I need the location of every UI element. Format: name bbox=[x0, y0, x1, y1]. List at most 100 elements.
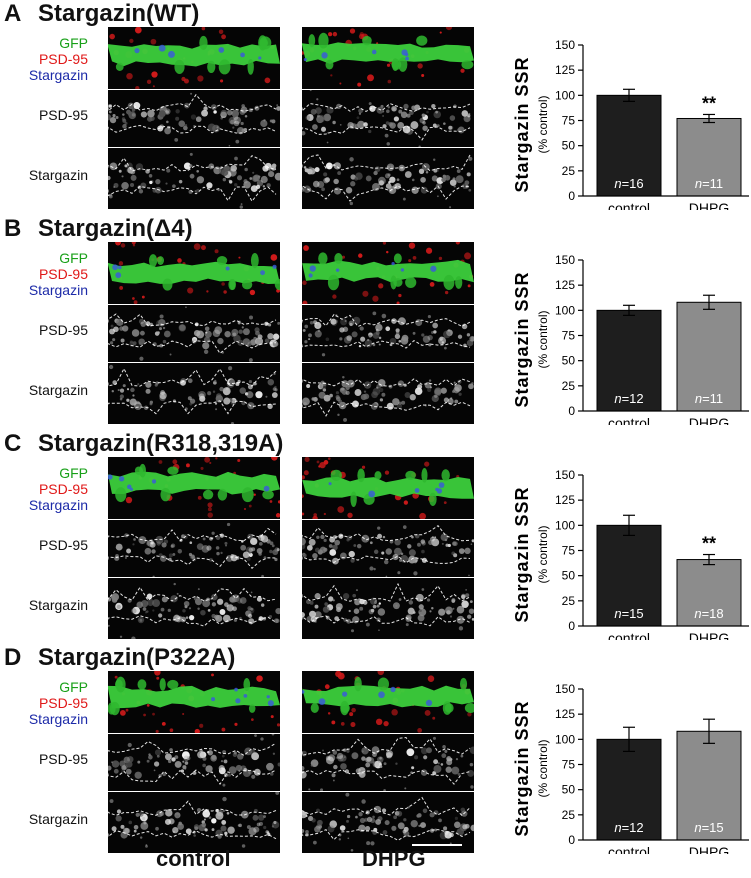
dhpg-stg-micrograph bbox=[302, 578, 474, 639]
psd95-row-label: PSD-95 bbox=[38, 537, 88, 553]
control-psd-micrograph bbox=[108, 520, 280, 577]
gfp-label: GFP bbox=[59, 35, 88, 51]
panel-title: Stargazin(Δ4) bbox=[38, 215, 193, 242]
control-merge-micrograph bbox=[108, 242, 280, 304]
n-label: n=11 bbox=[695, 176, 723, 191]
category-label: DHPG bbox=[689, 844, 729, 854]
category-label: DHPG bbox=[689, 415, 729, 425]
y-tick-label: 125 bbox=[555, 707, 575, 721]
bar-control bbox=[596, 738, 662, 841]
panel-title: Stargazin(P322A) bbox=[38, 644, 236, 671]
psd95-label: PSD-95 bbox=[38, 481, 88, 497]
category-label: control bbox=[608, 200, 650, 210]
panel-letter: D bbox=[4, 644, 22, 671]
stargazin-label: Stargazin bbox=[28, 497, 88, 513]
significance-marker: ** bbox=[702, 93, 716, 113]
panel-letter: C bbox=[4, 430, 22, 457]
dhpg-psd-micrograph bbox=[302, 734, 474, 791]
y-tick-label: 75 bbox=[562, 114, 576, 128]
y-tick-label: 100 bbox=[555, 303, 575, 317]
y-tick-label: 25 bbox=[562, 379, 576, 393]
significance-marker: ** bbox=[702, 534, 716, 554]
bar-chart-a: 0 25 50 75 100 125 150 Stargazin SSR (% control)… bbox=[512, 38, 749, 210]
bar-chart-d: 0 25 50 75 100 125 150 Stargazin SSR (% control)… bbox=[512, 682, 749, 854]
category-label: control bbox=[608, 630, 650, 640]
panel-b: B Stargazin(Δ4) GFP PSD-95 Stargazin PSD-95 St… bbox=[0, 215, 751, 429]
y-tick-label: 100 bbox=[555, 732, 575, 746]
y-tick-label: 150 bbox=[555, 38, 575, 52]
psd95-label: PSD-95 bbox=[38, 51, 88, 67]
n-label: n=12 bbox=[614, 391, 643, 406]
column-label-control: control bbox=[156, 846, 231, 871]
bar-dhpg bbox=[676, 730, 742, 841]
y-tick-label: 125 bbox=[555, 63, 575, 77]
n-label: n=15 bbox=[614, 606, 643, 621]
stargazin-row-label: Stargazin bbox=[28, 382, 88, 398]
control-psd-micrograph bbox=[108, 305, 280, 362]
y-tick-label: 150 bbox=[555, 468, 575, 482]
psd95-label: PSD-95 bbox=[38, 266, 88, 282]
control-merge-micrograph bbox=[108, 27, 280, 89]
y-tick-label: 0 bbox=[568, 619, 575, 633]
y-tick-label: 100 bbox=[555, 518, 575, 532]
category-label: DHPG bbox=[689, 200, 729, 210]
n-label: n=11 bbox=[695, 391, 723, 406]
panel-title: Stargazin(WT) bbox=[38, 0, 200, 27]
n-label: n=16 bbox=[614, 176, 643, 191]
stargazin-label: Stargazin bbox=[28, 711, 88, 727]
psd95-label: PSD-95 bbox=[38, 695, 88, 711]
control-merge-micrograph bbox=[108, 457, 280, 519]
y-axis-sublabel: (% control) bbox=[536, 310, 550, 368]
psd95-row-label: PSD-95 bbox=[38, 322, 88, 338]
y-tick-label: 50 bbox=[562, 569, 576, 583]
dhpg-psd-micrograph bbox=[302, 90, 474, 147]
stargazin-row-label: Stargazin bbox=[28, 597, 88, 613]
panel-letter: A bbox=[4, 0, 22, 27]
panel-title: Stargazin(R318,319A) bbox=[38, 430, 284, 457]
control-psd-micrograph bbox=[108, 90, 280, 147]
gfp-label: GFP bbox=[59, 465, 88, 481]
control-psd-micrograph bbox=[108, 734, 280, 791]
gfp-label: GFP bbox=[59, 679, 88, 695]
category-label: control bbox=[608, 844, 650, 854]
y-tick-label: 150 bbox=[555, 253, 575, 267]
y-axis-label: Stargazin SSR bbox=[512, 486, 532, 622]
control-stg-micrograph bbox=[108, 578, 280, 639]
n-label: n=15 bbox=[694, 820, 723, 835]
bar-chart-c: 0 25 50 75 100 125 150 Stargazin SSR (% control)… bbox=[512, 468, 749, 640]
control-stg-micrograph bbox=[108, 792, 280, 853]
y-tick-label: 150 bbox=[555, 682, 575, 696]
y-tick-label: 25 bbox=[562, 808, 576, 822]
control-stg-micrograph bbox=[108, 363, 280, 424]
y-tick-label: 50 bbox=[562, 783, 576, 797]
dhpg-psd-micrograph bbox=[302, 520, 474, 577]
y-tick-label: 125 bbox=[555, 278, 575, 292]
panel-d: D Stargazin(P322A) GFP PSD-95 Stargazin PSD-9… bbox=[0, 644, 751, 858]
dhpg-merge-micrograph bbox=[302, 457, 474, 519]
y-axis-sublabel: (% control) bbox=[536, 95, 550, 153]
y-tick-label: 25 bbox=[562, 594, 576, 608]
y-axis-label: Stargazin SSR bbox=[512, 271, 532, 407]
y-tick-label: 125 bbox=[555, 493, 575, 507]
y-tick-label: 75 bbox=[562, 758, 576, 772]
stargazin-row-label: Stargazin bbox=[28, 167, 88, 183]
y-axis-sublabel: (% control) bbox=[536, 525, 550, 583]
y-tick-label: 0 bbox=[568, 404, 575, 418]
psd95-row-label: PSD-95 bbox=[38, 751, 88, 767]
y-tick-label: 75 bbox=[562, 544, 576, 558]
stargazin-row-label: Stargazin bbox=[28, 811, 88, 827]
dhpg-merge-micrograph bbox=[302, 242, 474, 304]
category-label: DHPG bbox=[689, 630, 729, 640]
n-label: n=18 bbox=[694, 606, 723, 621]
control-merge-micrograph bbox=[108, 671, 280, 733]
column-label-dhpg: DHPG bbox=[362, 846, 426, 871]
category-label: control bbox=[608, 415, 650, 425]
gfp-label: GFP bbox=[59, 250, 88, 266]
y-tick-label: 50 bbox=[562, 354, 576, 368]
dhpg-merge-micrograph bbox=[302, 27, 474, 89]
y-tick-label: 75 bbox=[562, 329, 576, 343]
panel-letter: B bbox=[4, 215, 22, 242]
y-tick-label: 100 bbox=[555, 88, 575, 102]
n-label: n=12 bbox=[614, 820, 643, 835]
psd95-row-label: PSD-95 bbox=[38, 107, 88, 123]
